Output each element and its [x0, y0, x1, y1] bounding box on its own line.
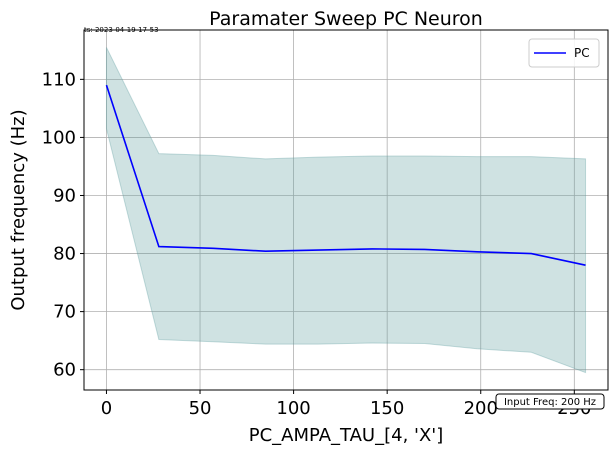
y-tick-label: 70 — [53, 302, 76, 323]
x-tick-label: 150 — [370, 398, 404, 419]
y-tick-label: 110 — [42, 69, 76, 90]
series-line-layer — [105, 84, 586, 266]
input-freq-annotation: Input Freq: 200 Hz — [495, 393, 605, 410]
y-tick-label: 100 — [42, 127, 76, 148]
annotation-text: Input Freq: 200 Hz — [504, 397, 596, 408]
y-axis-label: Output frequency (Hz) — [8, 109, 29, 310]
x-tick-label: 50 — [189, 398, 212, 419]
y-tick-label: 90 — [53, 185, 76, 206]
y-axis-ticks: 60 70 80 90 100 110 — [42, 69, 84, 381]
x-axis-ticks: 050100150200250 — [101, 390, 591, 419]
legend-label-pc: PC — [574, 46, 590, 60]
plot-frame — [83, 29, 609, 391]
series-line-pc — [105, 84, 586, 266]
x-axis-label: PC_AMPA_TAU_[4, 'X'] — [249, 425, 444, 446]
x-tick-label: 100 — [276, 398, 310, 419]
annotation-box — [495, 393, 605, 410]
chart-title: Paramater Sweep PC Neuron — [209, 8, 483, 30]
y-tick-label: 60 — [53, 360, 76, 381]
grid-lines — [84, 30, 608, 390]
timestamp-label: ts: 2023-04-19-17-53 — [84, 26, 159, 34]
x-tick-label: 200 — [464, 398, 498, 419]
confidence-band-layer — [105, 47, 587, 374]
x-tick-label: 0 — [101, 398, 112, 419]
y-tick-label: 80 — [53, 244, 76, 265]
legend: PC — [528, 38, 600, 68]
confidence-band — [105, 47, 587, 374]
